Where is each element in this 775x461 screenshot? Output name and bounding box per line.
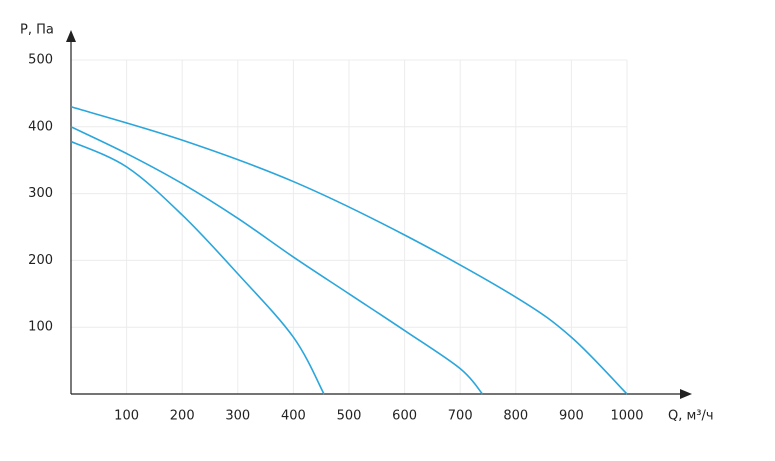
curve <box>70 105 628 395</box>
y-tick-label: 400 <box>28 119 53 134</box>
y-arrow <box>66 30 76 42</box>
x-tick-label: 600 <box>392 409 417 424</box>
curve <box>70 140 325 395</box>
y-tick-label: 300 <box>28 186 53 201</box>
x-tick-label: 900 <box>559 409 584 424</box>
x-tick-label: 700 <box>448 409 473 424</box>
x-tick-label: 500 <box>337 409 362 424</box>
x-tick-label: 200 <box>170 409 195 424</box>
curve <box>70 126 484 395</box>
x-tick-label: 400 <box>281 409 306 424</box>
x-tick-label: 1000 <box>610 409 643 424</box>
x-tick-label: 300 <box>225 409 250 424</box>
x-axis-label: Q, м³/ч <box>668 409 714 424</box>
y-tick-label: 200 <box>28 253 53 268</box>
x-tick-label: 800 <box>503 409 528 424</box>
y-tick-label: 500 <box>28 53 53 68</box>
x-tick-label: 100 <box>114 409 139 424</box>
y-axis-label: P, Па <box>20 23 54 38</box>
y-tick-label: 100 <box>28 320 53 335</box>
x-arrow <box>680 389 692 399</box>
